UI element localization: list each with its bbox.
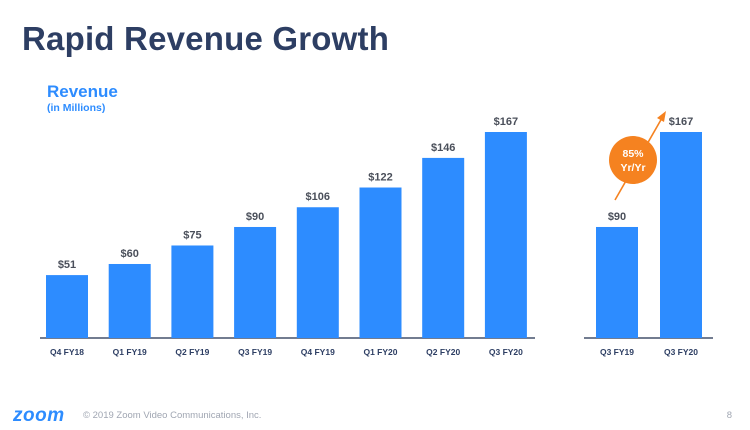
data-label: $122 <box>368 172 392 184</box>
data-label: $75 <box>183 229 201 241</box>
bar <box>46 275 88 338</box>
data-label: $60 <box>121 248 139 260</box>
page-number: 8 <box>726 410 732 421</box>
data-label: $146 <box>431 142 455 154</box>
slide-title: Rapid Revenue Growth <box>22 20 390 57</box>
x-tick-label: Q1 FY20 <box>363 347 397 357</box>
bar <box>359 187 402 338</box>
data-label: $167 <box>494 116 518 128</box>
copyright-text: © 2019 Zoom Video Communications, Inc. <box>83 410 262 421</box>
x-tick-label: Q3 FY20 <box>664 347 698 357</box>
chart-title: Revenue <box>47 82 118 101</box>
growth-badge <box>609 136 657 184</box>
bar <box>596 226 638 338</box>
chart-subtitle: (in Millions) <box>47 102 106 114</box>
x-tick-label: Q3 FY19 <box>600 347 634 357</box>
data-label: $106 <box>306 191 330 203</box>
x-tick-label: Q3 FY20 <box>489 347 523 357</box>
x-tick-label: Q2 FY19 <box>175 347 209 357</box>
x-tick-label: Q1 FY19 <box>113 347 147 357</box>
bar <box>660 132 702 338</box>
data-label: $90 <box>246 211 264 223</box>
data-label: $51 <box>58 259 76 271</box>
x-tick-label: Q3 FY19 <box>238 347 272 357</box>
bar <box>422 157 465 338</box>
growth-badge-period: Yr/Yr <box>620 162 645 174</box>
arrow-head-icon <box>657 111 666 122</box>
x-tick-label: Q4 FY19 <box>301 347 335 357</box>
x-tick-label: Q4 FY18 <box>50 347 84 357</box>
bar <box>171 245 214 338</box>
bar <box>108 263 151 338</box>
bar <box>484 132 527 338</box>
bar <box>296 207 339 338</box>
bar <box>234 226 277 338</box>
data-label: $167 <box>669 116 693 128</box>
x-tick-label: Q2 FY20 <box>426 347 460 357</box>
zoom-logo: zoom <box>13 405 65 426</box>
data-label: $90 <box>608 211 626 223</box>
growth-badge-percent: 85% <box>622 148 644 160</box>
